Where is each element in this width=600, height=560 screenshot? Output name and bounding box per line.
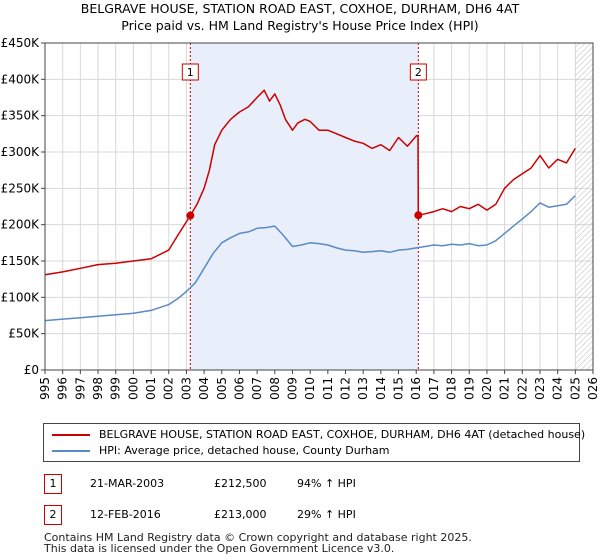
y-tick-label: £150K xyxy=(1,254,41,268)
x-tick-label: 1995 xyxy=(38,377,52,400)
x-tick-label: 2017 xyxy=(427,377,441,400)
chart-title: BELGRAVE HOUSE, STATION ROAD EAST, COXHO… xyxy=(0,0,600,34)
x-tick-label: 2004 xyxy=(197,377,211,400)
hpi-line xyxy=(44,195,576,322)
x-tick-label: 2016 xyxy=(409,377,423,400)
plot-frame xyxy=(44,42,594,371)
transaction-row: 1 21-MAR-2003 £212,500 94% ↑ HPI xyxy=(0,474,600,494)
x-tick-label: 2021 xyxy=(498,377,512,400)
footer-line-1: Contains HM Land Registry data © Crown c… xyxy=(44,531,472,544)
shaded-period xyxy=(190,43,419,370)
x-tick-label: 2012 xyxy=(339,377,353,400)
annotation-badge xyxy=(409,63,427,81)
x-tick-label: 2014 xyxy=(374,377,388,400)
y-tick-label: £100K xyxy=(1,290,41,304)
x-tick-label: 2018 xyxy=(445,377,459,400)
x-tick-label: 2013 xyxy=(356,377,370,400)
x-tick-label: 2019 xyxy=(462,377,476,400)
transaction-price: £213,000 xyxy=(214,508,267,521)
x-tick-label: 2024 xyxy=(551,377,565,400)
x-tick-label: 2001 xyxy=(144,377,158,400)
annotation-badge xyxy=(181,63,199,81)
y-tick-label: £0 xyxy=(24,363,39,377)
x-tick-label: 2011 xyxy=(321,377,335,400)
x-tick-label: 1997 xyxy=(73,377,87,400)
annotation-label: 1 xyxy=(187,66,194,79)
x-tick-label: 2020 xyxy=(480,377,494,400)
x-tick-label: 2007 xyxy=(250,377,264,400)
x-tick-label: 2003 xyxy=(179,377,193,400)
x-tick-label: 2010 xyxy=(303,377,317,400)
transaction-date: 12-FEB-2016 xyxy=(90,508,161,521)
x-tick-label: 2006 xyxy=(232,377,246,400)
legend: BELGRAVE HOUSE, STATION ROAD EAST, COXHO… xyxy=(43,423,585,462)
x-tick-label: 1996 xyxy=(56,377,70,400)
x-tick-label: 2015 xyxy=(392,377,406,400)
transaction-date: 21-MAR-2003 xyxy=(90,477,165,490)
y-tick-label: £450K xyxy=(1,36,41,50)
sale-point xyxy=(414,211,423,220)
y-tick-label: £250K xyxy=(1,181,41,195)
legend-swatch-hpi xyxy=(52,450,90,452)
transaction-hpi: 94% ↑ HPI xyxy=(297,477,356,490)
y-tick-label: £50K xyxy=(8,327,40,341)
transaction-badge: 1 xyxy=(44,474,62,494)
y-tick-label: £350K xyxy=(1,109,41,123)
transaction-badge: 2 xyxy=(44,505,62,525)
annotation-label: 2 xyxy=(415,66,422,79)
y-tick-label: £200K xyxy=(1,218,41,232)
x-tick-label: 2026 xyxy=(586,377,600,400)
x-tick-label: 2002 xyxy=(162,377,176,400)
x-tick-label: 2005 xyxy=(215,377,229,400)
y-tick-label: £400K xyxy=(1,72,41,86)
transaction-price: £212,500 xyxy=(214,477,267,490)
y-tick-label: £300K xyxy=(1,145,41,159)
legend-label-property: BELGRAVE HOUSE, STATION ROAD EAST, COXHO… xyxy=(99,428,586,441)
x-tick-label: 2000 xyxy=(126,377,140,400)
x-tick-label: 2025 xyxy=(568,377,582,400)
legend-swatch-property xyxy=(52,434,90,436)
property-price-line xyxy=(44,89,576,276)
x-tick-label: 2022 xyxy=(515,377,529,400)
x-tick-label: 2023 xyxy=(533,377,547,400)
footer: Contains HM Land Registry data © Crown c… xyxy=(44,532,472,554)
x-tick-label: 2009 xyxy=(285,377,299,400)
footer-line-2: This data is licensed under the Open Gov… xyxy=(44,542,395,555)
hatched-forecast-area xyxy=(575,43,593,370)
title-line-1: BELGRAVE HOUSE, STATION ROAD EAST, COXHO… xyxy=(80,1,520,16)
transaction-row: 2 12-FEB-2016 £213,000 29% ↑ HPI xyxy=(0,505,600,525)
price-chart: 1 2 £0 £50K £100K £150K £200K £250K £300K £350K £… xyxy=(1,36,600,400)
x-tick-label: 1999 xyxy=(109,377,123,400)
title-line-2: Price paid vs. HM Land Registry's House … xyxy=(121,18,479,33)
transaction-hpi: 29% ↑ HPI xyxy=(297,508,356,521)
legend-label-hpi: HPI: Average price, detached house, Coun… xyxy=(99,444,390,457)
x-tick-label: 2008 xyxy=(268,377,282,400)
sale-point xyxy=(186,211,195,220)
x-tick-label: 1998 xyxy=(91,377,105,400)
